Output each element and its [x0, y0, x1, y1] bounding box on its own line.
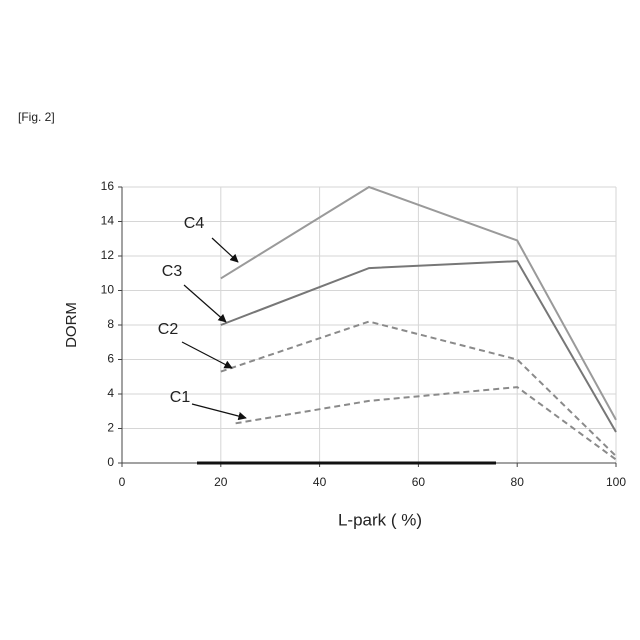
series-label: C4: [184, 215, 205, 232]
y-tick-label: 10: [101, 283, 115, 297]
y-tick-label: 14: [101, 214, 115, 228]
series-label: C2: [158, 321, 179, 338]
x-tick-label: 100: [606, 475, 626, 489]
chart: [Fig. 2] L-park ( %) DORM 0 2 4 6 8 10 12 14 16 0…: [0, 0, 640, 640]
y-tick-label: 6: [107, 352, 114, 366]
figure-label: [Fig. 2]: [18, 110, 55, 124]
y-tick-label: 0: [107, 455, 114, 469]
series-label: C1: [170, 389, 191, 406]
y-tick-label: 8: [107, 317, 114, 331]
y-tick-label: 4: [107, 386, 114, 400]
label-arrow: [212, 238, 238, 262]
series-label: C3: [162, 263, 183, 280]
x-tick-label: 0: [119, 475, 126, 489]
label-arrow: [182, 342, 232, 368]
x-tick-label: 20: [214, 475, 228, 489]
y-tick-label: 12: [101, 248, 115, 262]
x-axis-label: L-park ( %): [338, 510, 422, 529]
x-tick-label: 60: [412, 475, 426, 489]
y-axis-label: DORM: [63, 302, 80, 348]
series-line: [236, 387, 616, 459]
x-tick-label: 80: [511, 475, 525, 489]
label-arrow: [192, 404, 246, 418]
x-tick-label: 40: [313, 475, 327, 489]
y-tick-label: 16: [101, 179, 115, 193]
y-tick-label: 2: [107, 421, 114, 435]
